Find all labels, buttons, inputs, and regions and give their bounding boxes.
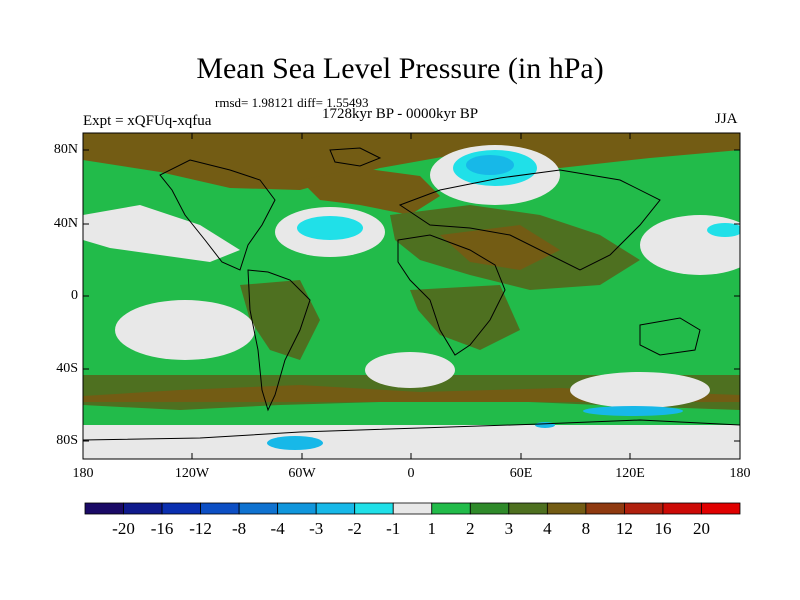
northwest-pacific-neutral: [640, 215, 740, 275]
colorbar-box: [354, 502, 394, 515]
colorbar-box: [277, 502, 317, 515]
lon-label-60e: 60E: [509, 466, 533, 481]
north-america-coast: [159, 159, 276, 271]
colorbar-box: [392, 502, 433, 515]
colorbar-label: -2: [347, 519, 362, 538]
lat-label-80n: 80N: [53, 142, 78, 157]
africa-coast: [397, 234, 506, 356]
antarctic-negative-west: [267, 436, 323, 450]
north-pacific-neutral: [83, 205, 240, 262]
lat-label-0: 0: [71, 288, 78, 303]
colorbar-label: -1: [386, 519, 401, 538]
colorbar-label: 3: [504, 519, 514, 538]
antarctic-negative-small: [535, 422, 555, 428]
colorbar-box: [84, 502, 124, 515]
south-america-positive: [240, 280, 320, 360]
colorbar-label: 2: [466, 519, 475, 538]
colorbar-box: [469, 502, 510, 515]
lon-label-180e: 180: [729, 466, 751, 481]
greenland-coast: [329, 147, 382, 167]
colorbar-label: 20: [692, 519, 710, 538]
antarctic-negative-east: [583, 406, 683, 416]
lat-label-40s: 40S: [56, 361, 78, 376]
lat-label-80s: 80S: [56, 433, 78, 448]
africa-positive-region: [410, 285, 520, 350]
lat-label-40n: 40N: [53, 216, 78, 231]
colorbar-label: 12: [615, 519, 633, 538]
colorbar-label: 1: [427, 519, 437, 538]
lon-label-0: 0: [407, 466, 415, 481]
lon-label-120e: 120E: [615, 466, 645, 481]
coastlines: [83, 147, 740, 441]
colorbar-box: [123, 502, 163, 515]
south-pacific-neutral: [115, 300, 255, 360]
eurasia-coast: [398, 169, 661, 271]
colorbar-label: -4: [270, 519, 285, 538]
lon-label-120w: 120W: [174, 466, 210, 481]
axis-ticks: [83, 133, 740, 459]
colorbar-box: [585, 502, 625, 515]
arabia-positive-region: [440, 225, 560, 270]
colorbar-label: 4: [543, 519, 552, 538]
pacific-negative: [707, 223, 740, 237]
south-atlantic-neutral: [365, 352, 455, 388]
season-label: JJA: [715, 111, 738, 127]
australia-coast: [639, 317, 701, 356]
atlantic-negative: [297, 216, 363, 240]
colorbar-label: -8: [232, 519, 247, 538]
antarctica-coast: [83, 419, 740, 441]
colorbar-label: -3: [309, 519, 324, 538]
colorbar-box: [161, 502, 201, 515]
colorbar-box: [238, 502, 279, 515]
colorbar-label: -20: [112, 519, 135, 538]
pressure-field: [83, 133, 740, 459]
period-label: 1728kyr BP - 0000kyr BP: [322, 106, 479, 122]
colorbar-label: 16: [654, 519, 672, 538]
indian-ocean-neutral: [570, 372, 710, 408]
plot-title: Mean Sea Level Pressure (in hPa): [196, 52, 604, 85]
colorbar: [84, 502, 741, 515]
colorbar-box: [315, 502, 356, 515]
colorbar-box: [431, 502, 471, 515]
colorbar-box: [546, 502, 587, 515]
colorbar-label: 8: [581, 519, 591, 538]
colorbar-label: -12: [189, 519, 212, 538]
south-america-coast: [247, 269, 311, 412]
lon-label-60w: 60W: [288, 466, 316, 481]
colorbar-box: [508, 502, 548, 515]
stats-line: rmsd= 1.98121 diff= 1.55493: [215, 95, 369, 110]
colorbar-box: [624, 502, 664, 515]
nordic-negative-core: [466, 155, 514, 175]
colorbar-box: [200, 502, 240, 515]
colorbar-box: [701, 502, 741, 515]
experiment-label: Expt = xQFUq-xqfua: [83, 113, 212, 129]
colorbar-label: -16: [150, 519, 174, 538]
colorbar-box: [662, 502, 702, 515]
lon-label-180w: 180: [72, 466, 94, 481]
antarctic-neutral: [83, 425, 740, 459]
